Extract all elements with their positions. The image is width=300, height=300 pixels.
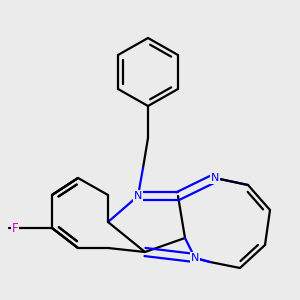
- Text: N: N: [211, 173, 219, 183]
- Text: N: N: [191, 253, 199, 263]
- Text: F: F: [12, 221, 18, 235]
- Text: N: N: [134, 191, 142, 201]
